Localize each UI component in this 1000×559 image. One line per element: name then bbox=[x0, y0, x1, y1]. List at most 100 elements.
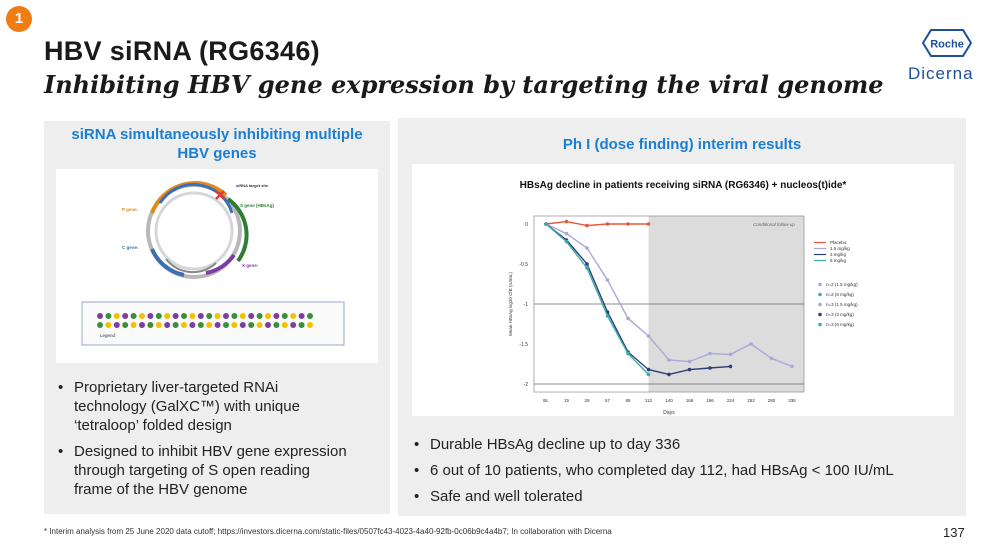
molecule-nucleotide bbox=[122, 313, 129, 319]
molecule-nucleotide bbox=[290, 322, 297, 328]
hbsag-decline-chart: HBsAg decline in patients receiving siRN… bbox=[508, 180, 858, 416]
molecule-nucleotide bbox=[273, 313, 280, 319]
legend-marker-swatch bbox=[818, 302, 822, 307]
x-axis-label: Days bbox=[663, 410, 675, 416]
molecule-nucleotide bbox=[206, 313, 213, 319]
molecule-nucleotide bbox=[97, 322, 103, 328]
x-tick-label: 85 bbox=[625, 398, 631, 403]
legend-marker-label: n=3 (3 mg/kg) bbox=[826, 312, 854, 317]
left-bullet-1-line-3: ‘tetraloop’ folded design bbox=[74, 417, 232, 434]
x-tick-label: 252 bbox=[747, 398, 755, 403]
molecule-nucleotide bbox=[105, 322, 112, 328]
genome-rings bbox=[146, 181, 249, 279]
molecule-nucleotide bbox=[97, 313, 103, 319]
data-point bbox=[728, 352, 733, 357]
left-bullet-1-line-2: technology (GalXC™) with unique bbox=[74, 398, 300, 415]
y-tick-label: -1.5 bbox=[519, 342, 528, 348]
molecule-nucleotide bbox=[130, 322, 137, 328]
target-site-label: siRNA target site bbox=[236, 183, 269, 188]
molecule-nucleotide bbox=[139, 313, 145, 319]
footnote: * Interim analysis from 25 June 2020 dat… bbox=[44, 527, 612, 536]
left-panel-heading: siRNA simultaneously inhibiting multiple… bbox=[44, 125, 390, 163]
molecule-nucleotide bbox=[239, 322, 246, 328]
data-point bbox=[728, 364, 733, 369]
left-bullet-list: Proprietary liver-targeted RNAi technolo… bbox=[56, 378, 386, 506]
x-gene-label: X gene: bbox=[242, 263, 259, 268]
data-point bbox=[646, 367, 651, 372]
x-tick-label: BL bbox=[543, 398, 549, 403]
data-point bbox=[646, 222, 651, 226]
x-tick-label: 168 bbox=[686, 398, 694, 403]
p-gene-label: P gene: bbox=[122, 207, 139, 212]
molecule-nucleotide bbox=[298, 322, 305, 328]
molecule-nucleotide bbox=[139, 322, 145, 328]
chart-title: HBsAg decline in patients receiving siRN… bbox=[520, 180, 847, 191]
hbv-genome-diagram: siRNA target site S gene (HBsAg) P gene:… bbox=[56, 169, 378, 363]
legend-marker-label: n=3 (1.5 mg/kg) bbox=[826, 302, 858, 307]
data-point bbox=[667, 372, 671, 377]
x-tick-label: 57 bbox=[605, 398, 611, 403]
series-line-3-mg-kg bbox=[545, 223, 731, 376]
data-point bbox=[544, 222, 548, 226]
right-bullet-1: Durable HBsAg decline up to day 336 bbox=[412, 435, 962, 454]
x-tick-label: 29 bbox=[584, 398, 590, 403]
molecule-nucleotide bbox=[147, 322, 154, 328]
left-panel: siRNA simultaneously inhibiting multiple… bbox=[44, 121, 390, 514]
series-line-6-mg-kg bbox=[545, 223, 649, 375]
data-point bbox=[564, 219, 569, 224]
x-tick-label: 112 bbox=[645, 398, 653, 403]
molecule-nucleotide bbox=[164, 313, 171, 319]
legend-marker-label: n=2 (6 mg/kg) bbox=[826, 292, 854, 297]
molecule-nucleotide bbox=[248, 322, 255, 328]
data-point bbox=[585, 223, 589, 228]
hbsag-chart-image: HBsAg decline in patients receiving siRN… bbox=[412, 164, 954, 416]
legend-line-label: Placebo bbox=[830, 240, 847, 245]
y-tick-label: 0 bbox=[525, 222, 528, 228]
molecule-nucleotide bbox=[155, 313, 162, 319]
data-point bbox=[564, 231, 569, 236]
dicerna-logo: Dicerna bbox=[908, 64, 974, 83]
data-point bbox=[626, 316, 630, 321]
molecule-nucleotide bbox=[265, 322, 271, 328]
molecule-nucleotide bbox=[239, 313, 246, 319]
data-point bbox=[626, 222, 630, 226]
molecule-legend: Legend bbox=[100, 333, 116, 338]
right-bullet-2: 6 out of 10 patients, who completed day … bbox=[412, 461, 962, 480]
molecule-nucleotide bbox=[214, 313, 221, 319]
left-bullet-1: Proprietary liver-targeted RNAi technolo… bbox=[56, 378, 386, 435]
molecule-nucleotide bbox=[164, 322, 171, 328]
data-point bbox=[687, 359, 692, 364]
data-point bbox=[626, 351, 630, 356]
data-point bbox=[585, 246, 589, 250]
molecule-nucleotide bbox=[248, 313, 255, 319]
y-tick-label: -1 bbox=[524, 302, 529, 308]
molecule-nucleotide bbox=[197, 322, 204, 328]
molecule-nucleotide bbox=[206, 322, 213, 328]
molecule-nucleotide bbox=[122, 322, 129, 328]
data-point bbox=[687, 367, 692, 372]
left-bullet-2-line-3: frame of the HBV genome bbox=[74, 481, 248, 498]
molecule-nucleotide bbox=[189, 313, 196, 319]
molecule-nucleotide bbox=[265, 313, 271, 319]
data-point bbox=[769, 356, 774, 361]
x-tick-label: 15 bbox=[564, 398, 570, 403]
molecule-nucleotide bbox=[298, 313, 305, 319]
legend-marker-swatch bbox=[818, 322, 822, 327]
x-tick-label: 336 bbox=[788, 398, 796, 403]
section-number-badge: 1 bbox=[6, 6, 32, 32]
left-bullet-2: Designed to inhibit HBV gene expression … bbox=[56, 442, 386, 499]
x-tick-label: 140 bbox=[665, 398, 673, 403]
molecule-nucleotide bbox=[307, 313, 313, 319]
x-tick-label: 224 bbox=[727, 398, 735, 403]
data-point bbox=[646, 372, 651, 377]
left-heading-line-2: HBV genes bbox=[177, 145, 257, 162]
data-point bbox=[585, 266, 589, 270]
legend-line-label: 6 mg/kg bbox=[830, 258, 847, 263]
data-point bbox=[708, 351, 712, 356]
left-bullet-1-line-1: Proprietary liver-targeted RNAi bbox=[74, 379, 279, 396]
s-gene-label: S gene (HBsAg) bbox=[240, 203, 275, 208]
legend-marker-label: n=3 (6 mg/kg) bbox=[826, 322, 854, 327]
molecule-nucleotide bbox=[172, 322, 179, 328]
data-point bbox=[667, 358, 671, 362]
left-bullet-2-line-2: through targeting of S open reading bbox=[74, 462, 311, 479]
